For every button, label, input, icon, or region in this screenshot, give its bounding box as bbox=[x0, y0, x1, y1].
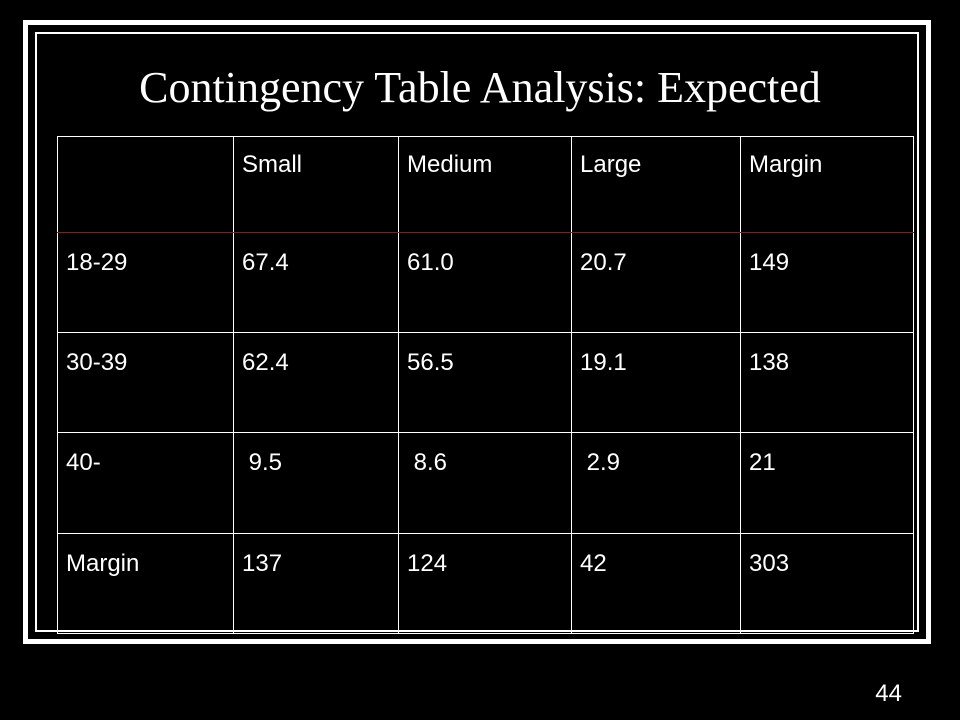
table-row: 40- 9.5 8.6 2.9 21 bbox=[57, 432, 914, 534]
page-number: 44 bbox=[875, 680, 902, 707]
table-cell: 137 bbox=[233, 532, 399, 635]
table-cell: 67.4 bbox=[233, 231, 399, 334]
header-cell-margin: Margin bbox=[740, 136, 914, 233]
row-label: 40- bbox=[57, 432, 234, 534]
table-cell: 19.1 bbox=[571, 332, 741, 434]
table-cell: 8.6 bbox=[398, 432, 572, 534]
row-label: Margin bbox=[57, 532, 234, 635]
slide-title: Contingency Table Analysis: Expected bbox=[139, 63, 821, 112]
header-cell-corner bbox=[57, 136, 234, 233]
table-cell: 61.0 bbox=[398, 231, 572, 334]
table-row: 18-29 67.4 61.0 20.7 149 bbox=[57, 231, 914, 334]
row-label: 18-29 bbox=[57, 231, 234, 334]
table-cell: 124 bbox=[398, 532, 572, 635]
table-cell: 149 bbox=[740, 231, 914, 334]
slide-outer-frame bbox=[23, 20, 931, 644]
table-cell: 20.7 bbox=[571, 231, 741, 334]
header-cell-small: Small bbox=[233, 136, 399, 233]
table-row: 30-39 62.4 56.5 19.1 138 bbox=[57, 332, 914, 434]
table-cell: 42 bbox=[571, 532, 741, 635]
table-cell: 9.5 bbox=[233, 432, 399, 534]
contingency-table: Small Medium Large Margin 18-29 67.4 61.… bbox=[57, 136, 914, 635]
table-cell: 56.5 bbox=[398, 332, 572, 434]
header-cell-large: Large bbox=[571, 136, 741, 233]
table-cell: 2.9 bbox=[571, 432, 741, 534]
table-cell: 62.4 bbox=[233, 332, 399, 434]
table-cell: 21 bbox=[740, 432, 914, 534]
row-label: 30-39 bbox=[57, 332, 234, 434]
header-cell-medium: Medium bbox=[398, 136, 572, 233]
table-row: Margin 137 124 42 303 bbox=[57, 532, 914, 635]
table-cell: 138 bbox=[740, 332, 914, 434]
table-header-row: Small Medium Large Margin bbox=[57, 136, 914, 233]
table-cell: 303 bbox=[740, 532, 914, 635]
